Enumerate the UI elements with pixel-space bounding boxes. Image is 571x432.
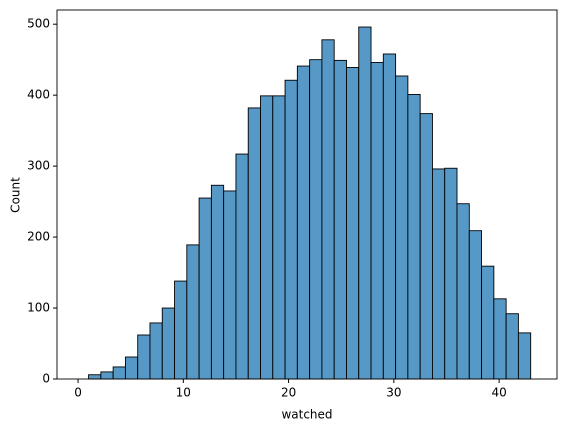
y-axis-label: Count bbox=[9, 177, 23, 213]
bar bbox=[456, 203, 470, 380]
bar bbox=[186, 244, 200, 380]
bar bbox=[407, 93, 421, 380]
bar bbox=[493, 298, 507, 380]
bar bbox=[431, 168, 446, 380]
x-tick-label: 0 bbox=[74, 386, 82, 400]
bar bbox=[395, 75, 409, 380]
bar bbox=[346, 67, 360, 380]
y-tick-label: 0 bbox=[42, 372, 50, 386]
bar bbox=[370, 62, 384, 380]
bar bbox=[333, 59, 347, 380]
bar bbox=[309, 59, 323, 380]
bar bbox=[223, 190, 237, 380]
bar bbox=[517, 332, 532, 380]
y-tick-label: 200 bbox=[27, 230, 50, 244]
bar bbox=[419, 113, 433, 380]
y-tick-label: 100 bbox=[27, 301, 50, 315]
plot-frame bbox=[56, 9, 558, 380]
bar bbox=[321, 39, 335, 380]
y-tick-label: 300 bbox=[27, 159, 50, 173]
bar bbox=[161, 307, 175, 380]
bar bbox=[296, 65, 311, 380]
bar bbox=[247, 107, 261, 380]
bar bbox=[100, 371, 114, 380]
bar bbox=[210, 184, 225, 380]
x-tick-label: 20 bbox=[281, 386, 296, 400]
bar bbox=[174, 280, 188, 380]
bar bbox=[272, 95, 286, 380]
x-axis-label: watched bbox=[281, 408, 332, 422]
bar bbox=[260, 95, 274, 380]
x-tick-label: 10 bbox=[176, 386, 191, 400]
x-tick-label: 40 bbox=[491, 386, 506, 400]
bar bbox=[198, 197, 212, 380]
bar bbox=[468, 230, 483, 380]
bar bbox=[88, 374, 102, 380]
y-tick-label: 400 bbox=[27, 88, 50, 102]
bar bbox=[505, 313, 519, 380]
bar bbox=[149, 322, 163, 380]
bar bbox=[382, 53, 397, 380]
bar bbox=[284, 79, 298, 380]
bar bbox=[124, 356, 139, 380]
bar bbox=[358, 26, 372, 380]
bar bbox=[444, 167, 458, 380]
bar bbox=[137, 334, 151, 380]
x-tick-label: 30 bbox=[386, 386, 401, 400]
y-tick-label: 500 bbox=[27, 17, 50, 31]
bar bbox=[235, 153, 249, 380]
bar bbox=[481, 265, 495, 380]
bar bbox=[112, 366, 126, 380]
